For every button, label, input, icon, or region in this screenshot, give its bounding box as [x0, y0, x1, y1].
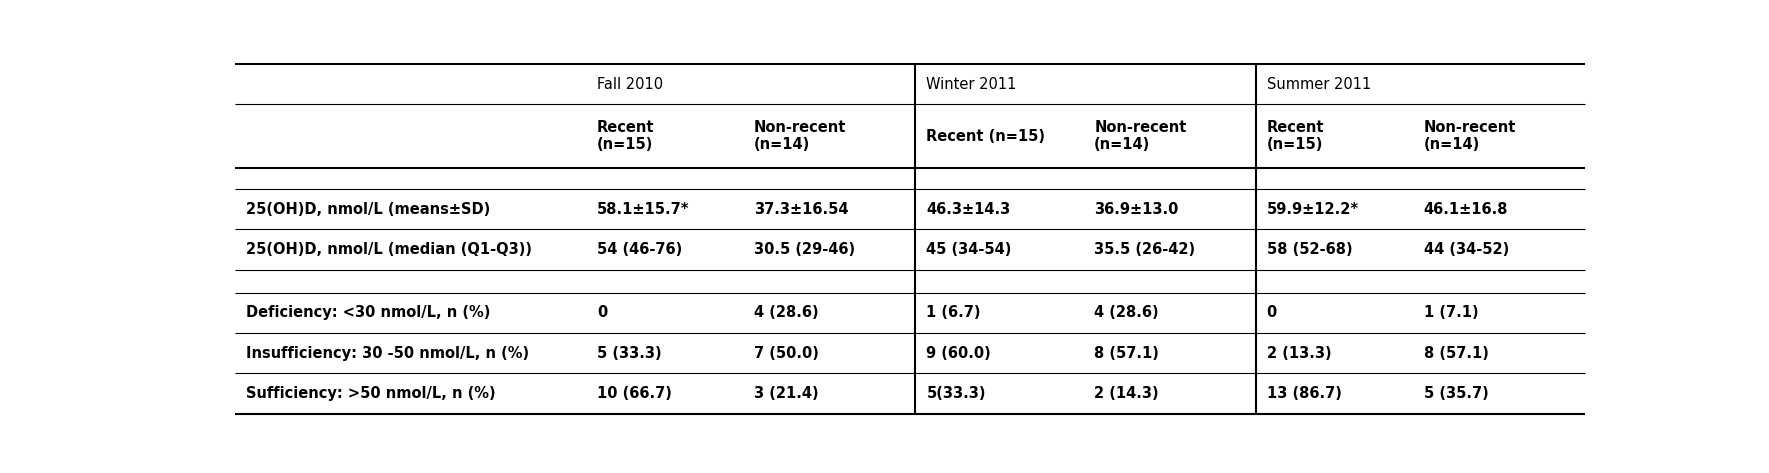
Text: 4 (28.6): 4 (28.6) [1095, 306, 1159, 320]
Text: Recent (n=15): Recent (n=15) [927, 129, 1045, 144]
Text: Fall 2010: Fall 2010 [596, 77, 663, 92]
Text: Recent
(n=15): Recent (n=15) [596, 120, 655, 152]
Text: Sufficiency: >50 nmol/L, n (%): Sufficiency: >50 nmol/L, n (%) [246, 386, 495, 401]
Text: 8 (57.1): 8 (57.1) [1424, 346, 1489, 361]
Text: 2 (13.3): 2 (13.3) [1267, 346, 1332, 361]
Text: Non-recent
(n=14): Non-recent (n=14) [1095, 120, 1187, 152]
Text: 54 (46-76): 54 (46-76) [596, 242, 683, 257]
Text: 8 (57.1): 8 (57.1) [1095, 346, 1159, 361]
Text: 9 (60.0): 9 (60.0) [927, 346, 991, 361]
Text: 35.5 (26-42): 35.5 (26-42) [1095, 242, 1196, 257]
Text: 25(OH)D, nmol/L (median (Q1-Q3)): 25(OH)D, nmol/L (median (Q1-Q3)) [246, 242, 532, 257]
Text: 13 (86.7): 13 (86.7) [1267, 386, 1341, 401]
Text: 5 (35.7): 5 (35.7) [1424, 386, 1488, 401]
Text: 1 (6.7): 1 (6.7) [927, 306, 980, 320]
Text: 4 (28.6): 4 (28.6) [754, 306, 819, 320]
Text: 5(33.3): 5(33.3) [927, 386, 985, 401]
Text: Summer 2011: Summer 2011 [1267, 77, 1371, 92]
Text: Winter 2011: Winter 2011 [927, 77, 1017, 92]
Text: Deficiency: <30 nmol/L, n (%): Deficiency: <30 nmol/L, n (%) [246, 306, 490, 320]
Text: 0: 0 [1267, 306, 1277, 320]
Text: Non-recent
(n=14): Non-recent (n=14) [1424, 120, 1516, 152]
Text: 0: 0 [596, 306, 607, 320]
Text: 37.3±16.54: 37.3±16.54 [754, 201, 849, 217]
Text: 58 (52-68): 58 (52-68) [1267, 242, 1352, 257]
Text: 46.3±14.3: 46.3±14.3 [927, 201, 1010, 217]
Text: Insufficiency: 30 -50 nmol/L, n (%): Insufficiency: 30 -50 nmol/L, n (%) [246, 346, 529, 361]
Text: 25(OH)D, nmol/L (means±SD): 25(OH)D, nmol/L (means±SD) [246, 201, 490, 217]
Text: Recent
(n=15): Recent (n=15) [1267, 120, 1325, 152]
Text: 3 (21.4): 3 (21.4) [754, 386, 819, 401]
Text: 59.9±12.2*: 59.9±12.2* [1267, 201, 1359, 217]
Text: 1 (7.1): 1 (7.1) [1424, 306, 1479, 320]
Text: 2 (14.3): 2 (14.3) [1095, 386, 1159, 401]
Text: 10 (66.7): 10 (66.7) [596, 386, 672, 401]
Text: 45 (34-54): 45 (34-54) [927, 242, 1012, 257]
Text: 7 (50.0): 7 (50.0) [754, 346, 819, 361]
Text: 58.1±15.7*: 58.1±15.7* [596, 201, 690, 217]
Text: 30.5 (29-46): 30.5 (29-46) [754, 242, 854, 257]
Text: Non-recent
(n=14): Non-recent (n=14) [754, 120, 846, 152]
Text: 5 (33.3): 5 (33.3) [596, 346, 662, 361]
Text: 46.1±16.8: 46.1±16.8 [1424, 201, 1509, 217]
Text: 36.9±13.0: 36.9±13.0 [1095, 201, 1178, 217]
Text: 44 (34-52): 44 (34-52) [1424, 242, 1509, 257]
